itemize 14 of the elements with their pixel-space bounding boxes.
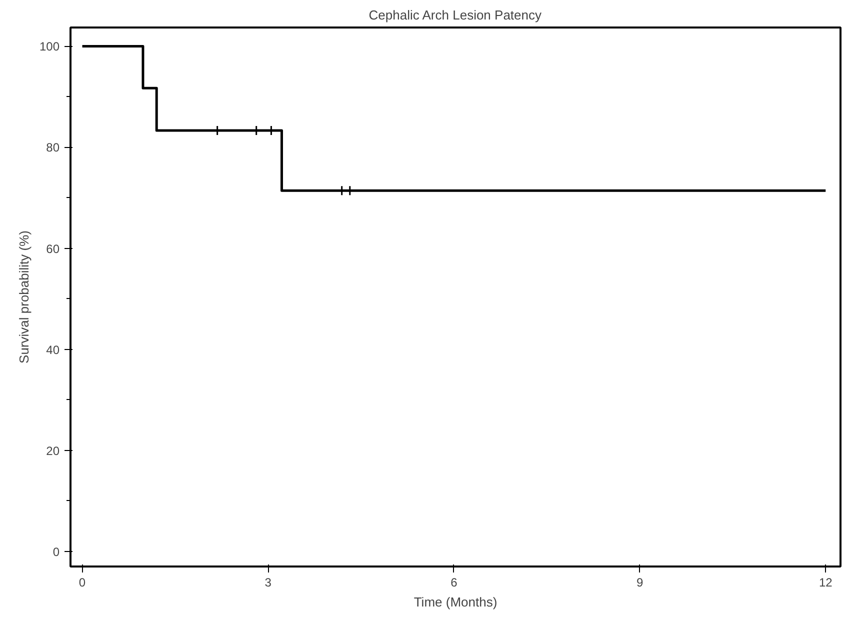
y-tick-label: 80 [46, 140, 60, 155]
y-tick-label: 60 [46, 242, 60, 256]
y-tick-label: 40 [46, 342, 60, 357]
x-tick-label: 9 [636, 576, 644, 590]
y-tick-label: 20 [46, 444, 60, 458]
x-axis-title: Time (Months) [414, 594, 498, 610]
x-tick-label: 12 [818, 576, 833, 590]
y-tick-label: 100 [39, 40, 60, 54]
x-tick-label: 3 [264, 576, 272, 590]
x-tick-label: 0 [78, 576, 86, 590]
x-tick-label: 6 [450, 576, 458, 590]
chart-title: Cephalic Arch Lesion Patency [368, 8, 542, 22]
y-axis-title: Survival probability (%) [16, 230, 32, 364]
y-tick-label: 0 [52, 544, 60, 559]
